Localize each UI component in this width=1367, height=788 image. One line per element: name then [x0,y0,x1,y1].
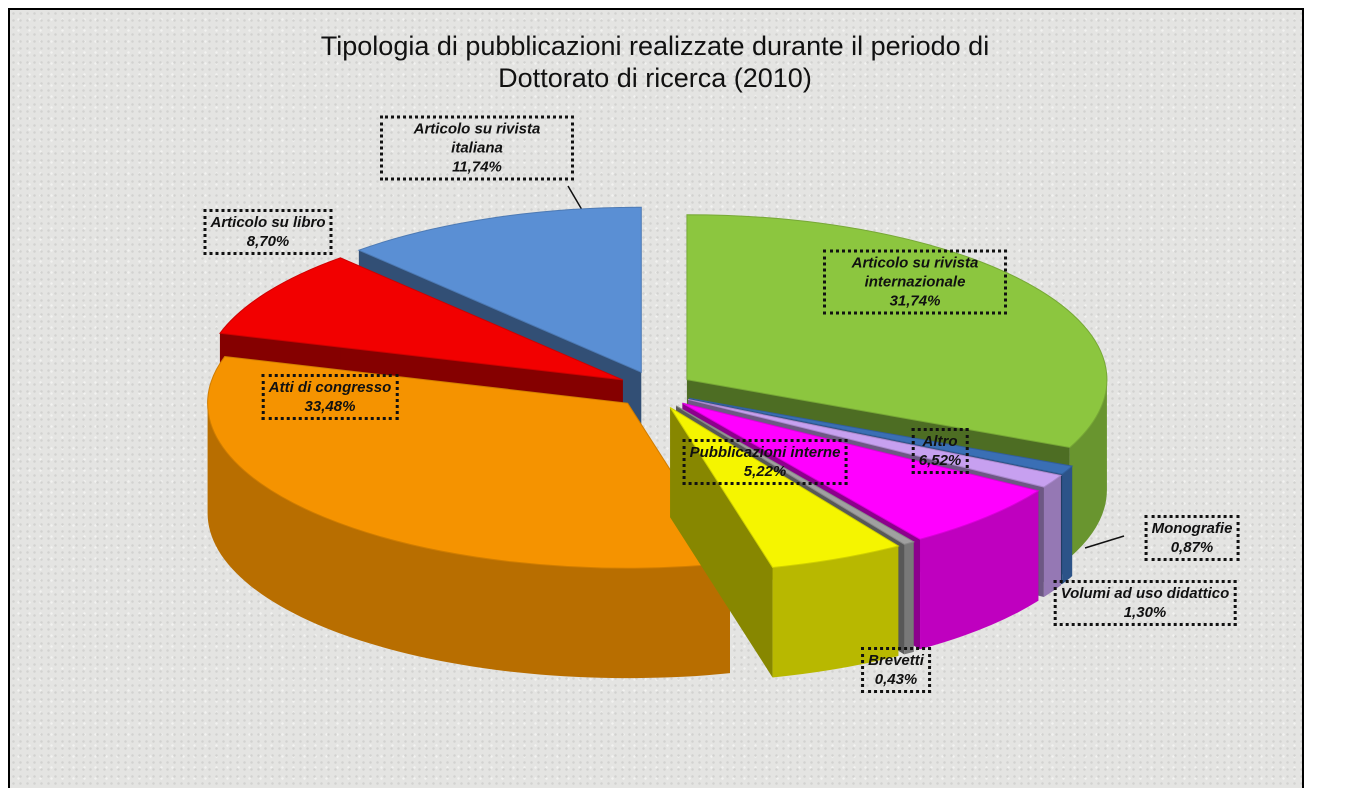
slice-top [357,206,642,374]
slice-top [207,356,731,569]
slice-top [682,402,1040,540]
slice-top [218,257,623,381]
data-label: Monografie 0,87% [1144,515,1240,561]
value-label: 11,74% [452,158,502,176]
slice-side [1043,475,1061,598]
value-label: 6,52% [918,452,962,469]
chart-title: Tipologia di pubblicazioni realizzate du… [320,31,990,93]
category-label: Monografie [1151,520,1233,537]
slice-side [904,541,914,655]
data-label: Brevetti 0,43% [861,647,931,693]
slice-top [686,214,1108,449]
value-label: 1,30% [1123,604,1167,621]
value-label: 8,70% [246,233,290,250]
slice-side [207,403,730,679]
category-label: Brevetti [868,652,924,669]
slice-side [920,490,1039,650]
category-label: Pubblicazioni interne [689,444,841,461]
slice-side [1062,466,1073,585]
value-label: 33,48% [304,398,356,415]
category-label: Articolo su rivista italiana [413,120,541,157]
data-label: Articolo su libro 8,70% [203,209,333,255]
slice-side [772,545,899,678]
leader-line [1084,535,1125,549]
value-label: 5,22% [743,463,787,480]
data-label: Pubblicazioni interne 5,22% [682,439,848,485]
data-label: Articolo su rivista italiana 11,74% [380,115,574,181]
category-label: Altro [922,433,958,450]
data-label: Articolo su rivista internazionale 31,74% [823,249,1007,315]
slice [669,406,900,678]
value-label: 0,43% [874,671,918,688]
title-box: Tipologia di pubblicazioni realizzate du… [150,30,1160,94]
category-label: Articolo su libro [210,214,326,231]
value-label: 31,74% [889,292,941,310]
category-label: Articolo su rivista internazionale [851,254,979,291]
value-label: 0,87% [1170,539,1214,556]
data-label: Atti di congresso 33,48% [261,374,399,420]
data-label: Altro 6,52% [911,428,969,474]
category-label: Atti di congresso [268,379,392,396]
category-label: Volumi ad uso didattico [1060,585,1230,602]
slice-side [1069,379,1107,558]
slice-wall [670,407,773,678]
slice-top [689,397,1074,475]
data-label: Volumi ad uso didattico 1,30% [1053,580,1237,626]
slice [207,356,731,679]
slice-top [669,406,900,568]
